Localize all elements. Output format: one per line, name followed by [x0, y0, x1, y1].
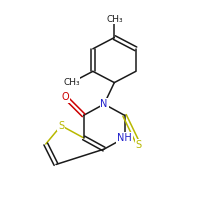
Text: O: O [61, 92, 69, 102]
Text: NH: NH [117, 133, 132, 143]
Text: S: S [58, 121, 64, 131]
Text: CH₃: CH₃ [63, 78, 80, 87]
Text: N: N [100, 99, 108, 109]
Text: S: S [136, 140, 142, 150]
Text: CH₃: CH₃ [106, 15, 123, 24]
